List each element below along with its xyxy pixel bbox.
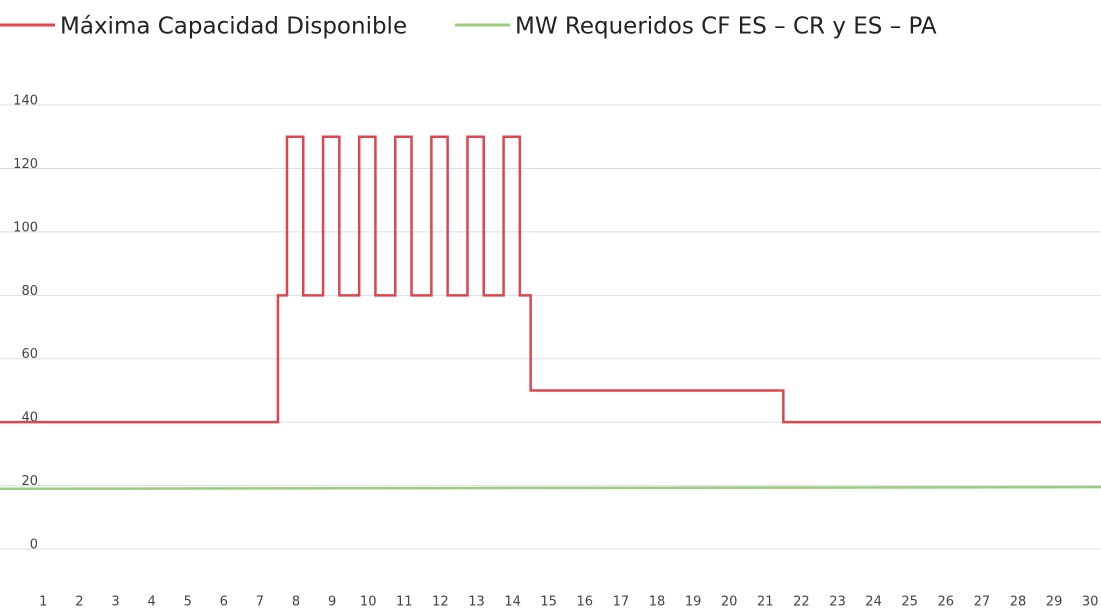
x-tick-label: 11 xyxy=(396,595,413,609)
x-tick-label: 12 xyxy=(432,595,449,609)
x-tick-label: 1 xyxy=(39,595,47,609)
x-tick-label: 6 xyxy=(220,595,228,609)
series-line xyxy=(0,135,1101,424)
x-tick-label: 16 xyxy=(577,595,594,609)
x-tick-label: 30 xyxy=(1082,595,1099,609)
series-line xyxy=(0,485,1101,491)
y-tick-label: 80 xyxy=(21,284,38,299)
x-tick-label: 27 xyxy=(974,595,991,609)
x-tick-label: 15 xyxy=(540,595,557,609)
legend-label: MW Requeridos CF ES – CR y ES – PA xyxy=(515,14,937,40)
x-tick-label: 28 xyxy=(1010,595,1027,609)
y-tick-label: 120 xyxy=(13,157,38,172)
x-tick-label: 17 xyxy=(613,595,630,609)
x-tick-label: 25 xyxy=(901,595,918,609)
x-tick-label: 23 xyxy=(829,595,846,609)
y-tick-label: 60 xyxy=(21,347,38,362)
x-tick-label: 29 xyxy=(1046,595,1063,609)
y-tick-label: 20 xyxy=(21,474,38,489)
x-tick-label: 2 xyxy=(75,595,83,609)
x-tick-label: 14 xyxy=(504,595,521,609)
x-tick-label: 3 xyxy=(111,595,119,609)
x-tick-label: 18 xyxy=(649,595,666,609)
x-tick-label: 21 xyxy=(757,595,774,609)
x-tick-label: 9 xyxy=(328,595,336,609)
x-tick-label: 13 xyxy=(468,595,485,609)
x-tick-label: 20 xyxy=(721,595,738,609)
y-tick-label: 140 xyxy=(13,94,38,109)
legend-label: Máxima Capacidad Disponible xyxy=(60,14,407,40)
x-tick-label: 26 xyxy=(938,595,955,609)
y-tick-label: 100 xyxy=(13,220,38,235)
x-tick-label: 5 xyxy=(184,595,192,609)
x-tick-label: 4 xyxy=(147,595,155,609)
x-tick-label: 10 xyxy=(360,595,377,609)
x-tick-label: 24 xyxy=(865,595,882,609)
x-tick-label: 19 xyxy=(685,595,702,609)
x-tick-label: 22 xyxy=(793,595,810,609)
x-tick-label: 7 xyxy=(256,595,264,609)
x-tick-label: 8 xyxy=(292,595,300,609)
y-tick-label: 0 xyxy=(30,538,38,553)
